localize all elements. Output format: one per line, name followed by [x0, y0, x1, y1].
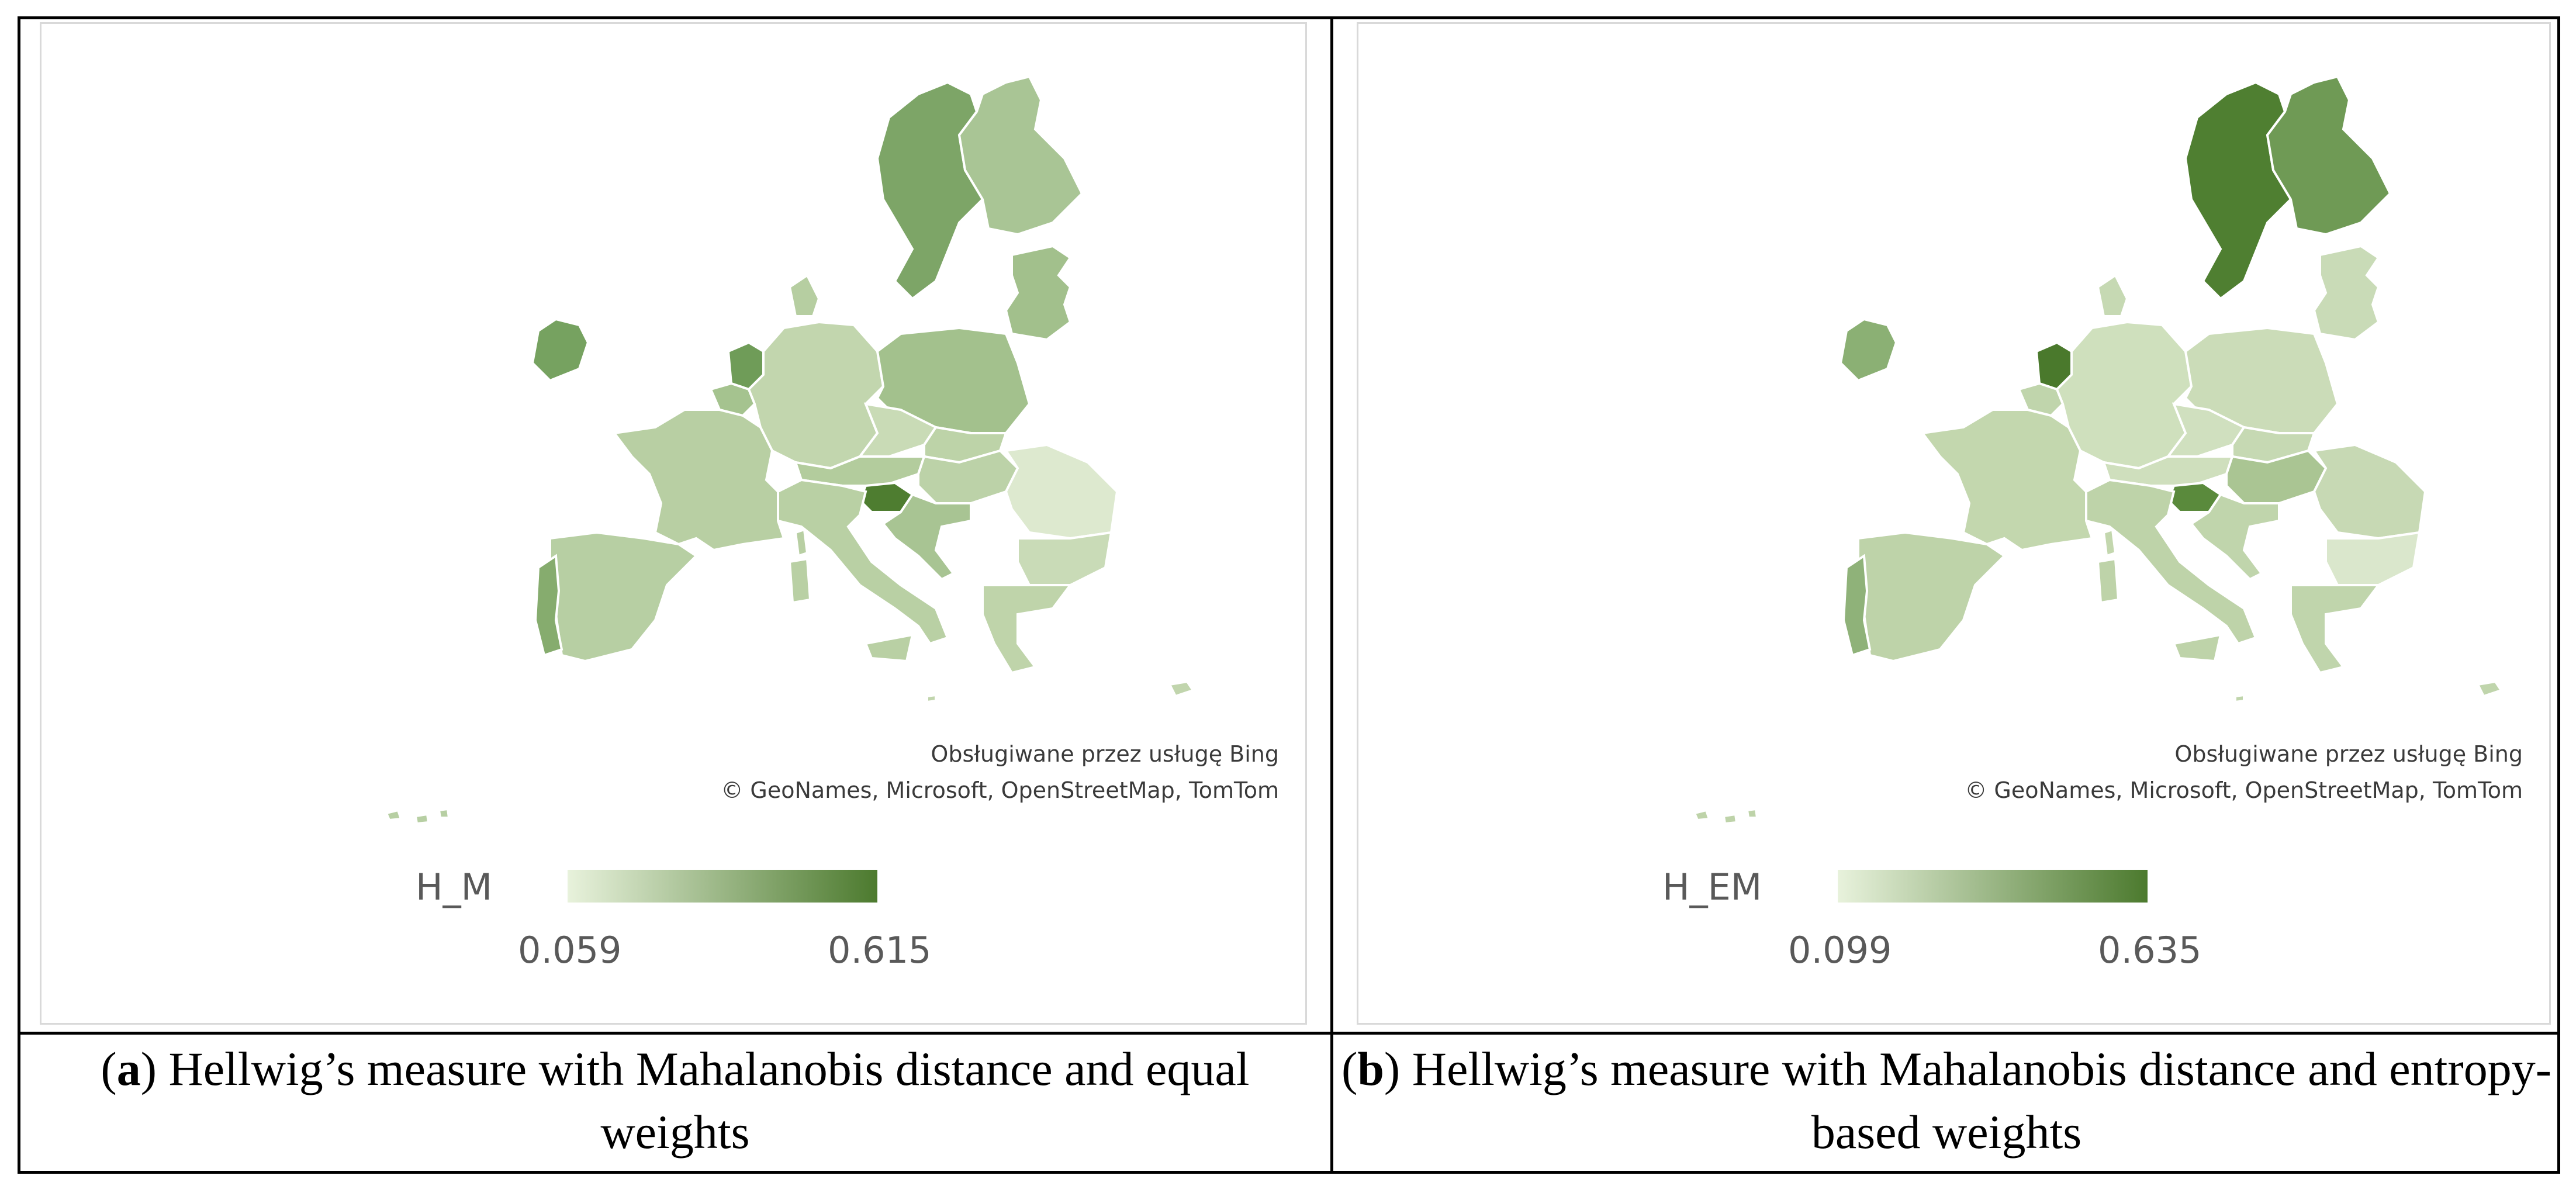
- map-panel-a: Obsługiwane przez usługę Bing © GeoNames…: [40, 22, 1307, 1025]
- region-finland: [957, 75, 1084, 236]
- region-baltics: [2312, 244, 2380, 341]
- region-baltics: [1004, 244, 1072, 341]
- region-cyprus: [2476, 680, 2504, 698]
- region-greece: [981, 584, 1073, 675]
- region-denmark: [2096, 274, 2129, 317]
- region-uk: [1915, 244, 1994, 394]
- map-attribution: Obsługiwane przez usługę Bing © GeoNames…: [721, 736, 1279, 808]
- region-spain: [549, 531, 699, 663]
- region-sardinia: [788, 557, 812, 604]
- caption-text: Hellwig’s measure with Mahalanobis dista…: [157, 1042, 1250, 1159]
- legend-title: H_EM: [1662, 866, 1762, 908]
- region-bulgaria: [1016, 531, 1113, 586]
- attribution-line-2: © GeoNames, Microsoft, OpenStreetMap, To…: [1965, 777, 2523, 803]
- region-spain: [1857, 531, 2007, 663]
- caption-letter: b: [1357, 1042, 1384, 1095]
- map-regions: [385, 75, 1195, 825]
- legend-min-value: 0.099: [1788, 929, 1892, 971]
- region-malta: [926, 693, 937, 704]
- region-bulgaria: [2325, 531, 2421, 586]
- region-sweden: [876, 81, 984, 300]
- choropleth-map-a: [385, 75, 1195, 825]
- region-ireland: [531, 317, 590, 382]
- region-hungary: [917, 449, 1019, 504]
- attribution-line-2: © GeoNames, Microsoft, OpenStreetMap, To…: [721, 777, 1279, 803]
- caption-a: (a) Hellwig’s measure with Mahalanobis d…: [101, 1042, 1250, 1159]
- region-romania: [1004, 443, 1119, 540]
- region-sweden: [2184, 81, 2293, 300]
- region-canary: [1693, 807, 1759, 825]
- region-malta: [2234, 693, 2245, 704]
- region-italy: [777, 478, 949, 645]
- legend-max-value: 0.635: [2098, 929, 2202, 971]
- legend-title: H_M: [416, 866, 493, 908]
- legend-color-bar: [1838, 870, 2148, 903]
- legend-color-bar: [568, 870, 877, 903]
- region-switzerland: [765, 467, 803, 493]
- region-ireland: [1839, 317, 1898, 382]
- region-sicily: [864, 633, 914, 663]
- attribution-line-1: Obsługiwane przez usługę Bing: [2174, 741, 2523, 767]
- region-hungary: [2225, 449, 2328, 504]
- region-corsica: [794, 528, 809, 558]
- map-regions: [1693, 75, 2504, 825]
- region-croatia: [881, 493, 972, 581]
- choropleth-map-b: [1693, 75, 2504, 825]
- region-sardinia: [2096, 557, 2120, 604]
- region-france: [612, 409, 786, 552]
- region-portugal: [1842, 554, 1872, 657]
- region-france: [1920, 409, 2094, 552]
- region-sicily: [2172, 633, 2222, 663]
- region-portugal: [534, 554, 563, 657]
- region-corsica: [2102, 528, 2117, 558]
- region-czechia: [857, 402, 938, 458]
- region-uk: [607, 244, 686, 394]
- map-panel-b: Obsługiwane przez usługę Bing © GeoNames…: [1357, 22, 2551, 1025]
- region-greece: [2290, 584, 2381, 675]
- region-croatia: [2190, 493, 2280, 581]
- table-divider-vertical: [1330, 16, 1333, 1174]
- legend-max-value: 0.615: [828, 929, 932, 971]
- region-czechia: [2166, 402, 2246, 458]
- region-canary: [385, 807, 451, 825]
- caption-b: (b) Hellwig’s measure with Mahalanobis d…: [1341, 1042, 2551, 1159]
- region-italy: [2085, 478, 2257, 645]
- map-attribution: Obsługiwane przez usługę Bing © GeoNames…: [1965, 736, 2523, 808]
- region-switzerland: [2073, 467, 2111, 493]
- region-romania: [2312, 443, 2427, 540]
- attribution-line-1: Obsługiwane przez usługę Bing: [931, 741, 1279, 767]
- table-divider-horizontal: [18, 1032, 2560, 1035]
- region-cyprus: [1168, 680, 1195, 698]
- legend-min-value: 0.059: [518, 929, 622, 971]
- caption-text: Hellwig’s measure with Mahalanobis dista…: [1400, 1042, 2551, 1159]
- region-finland: [2266, 75, 2392, 236]
- region-denmark: [788, 274, 821, 317]
- caption-letter: a: [116, 1042, 141, 1095]
- figure-table: [18, 16, 2560, 1174]
